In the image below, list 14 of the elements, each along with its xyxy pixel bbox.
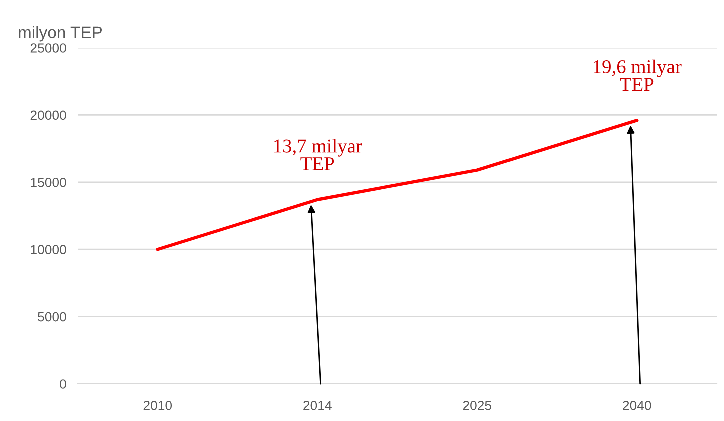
y-tick-label: 15000 (31, 178, 66, 188)
y-tick-label: 10000 (31, 245, 66, 255)
x-tick-label: 2025 (463, 401, 492, 410)
x-tick-label: 2040 (623, 401, 652, 410)
y-tick-label: 0 (60, 380, 66, 389)
line-series (156, 118, 639, 252)
x-tick-label: 2014 (304, 401, 332, 410)
annotation: 13,7 milyar TEP (274, 139, 362, 170)
x-tick-label: 2010 (144, 401, 172, 410)
y-tick-label: 20000 (30, 110, 66, 120)
y-tick-label: 25000 (30, 44, 66, 53)
annotation: 19,6 milyar TEP (594, 60, 682, 92)
y-tick-label: 5000 (38, 312, 66, 322)
y-axis-title: milyon TEP (19, 26, 102, 42)
